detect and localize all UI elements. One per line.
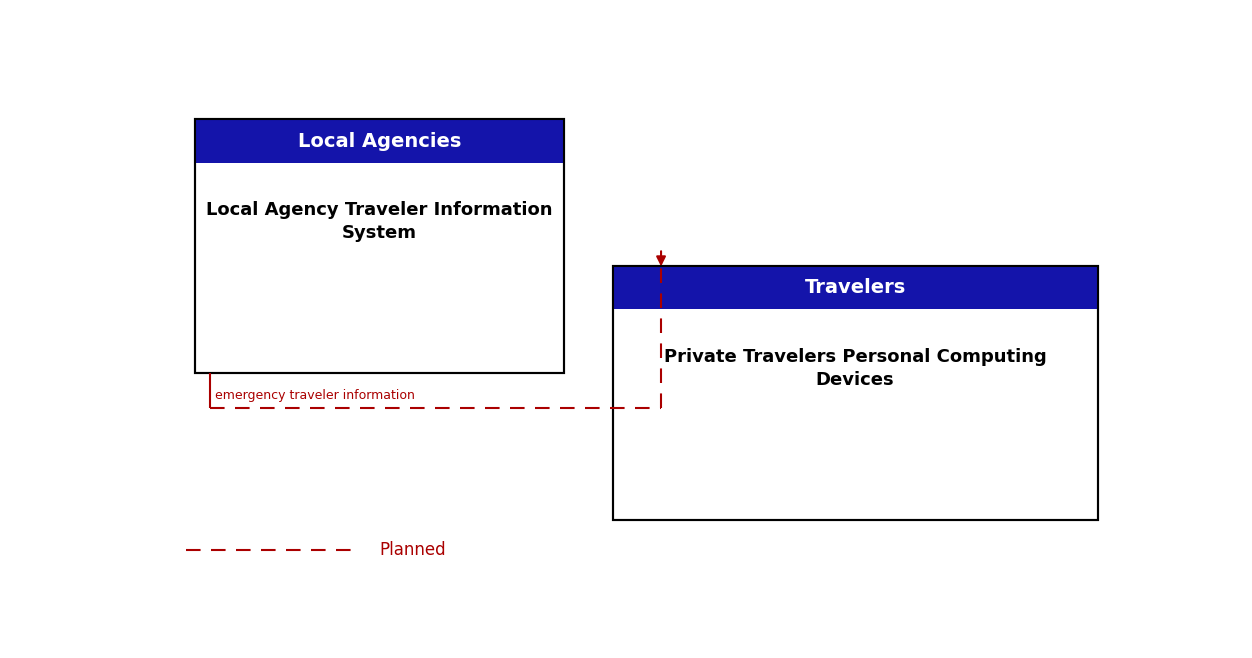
Text: Private Travelers Personal Computing
Devices: Private Travelers Personal Computing Dev… bbox=[664, 347, 1047, 389]
Text: Local Agency Traveler Information
System: Local Agency Traveler Information System bbox=[207, 201, 553, 242]
Bar bbox=[612, 266, 1098, 520]
Bar bbox=[195, 120, 563, 373]
Bar bbox=[195, 120, 563, 373]
Bar bbox=[612, 266, 1098, 520]
Text: Local Agencies: Local Agencies bbox=[298, 132, 461, 151]
Text: emergency traveler information: emergency traveler information bbox=[215, 390, 414, 402]
Text: Planned: Planned bbox=[379, 541, 446, 559]
Bar bbox=[195, 120, 563, 163]
Text: Travelers: Travelers bbox=[805, 278, 905, 297]
Bar bbox=[612, 266, 1098, 309]
